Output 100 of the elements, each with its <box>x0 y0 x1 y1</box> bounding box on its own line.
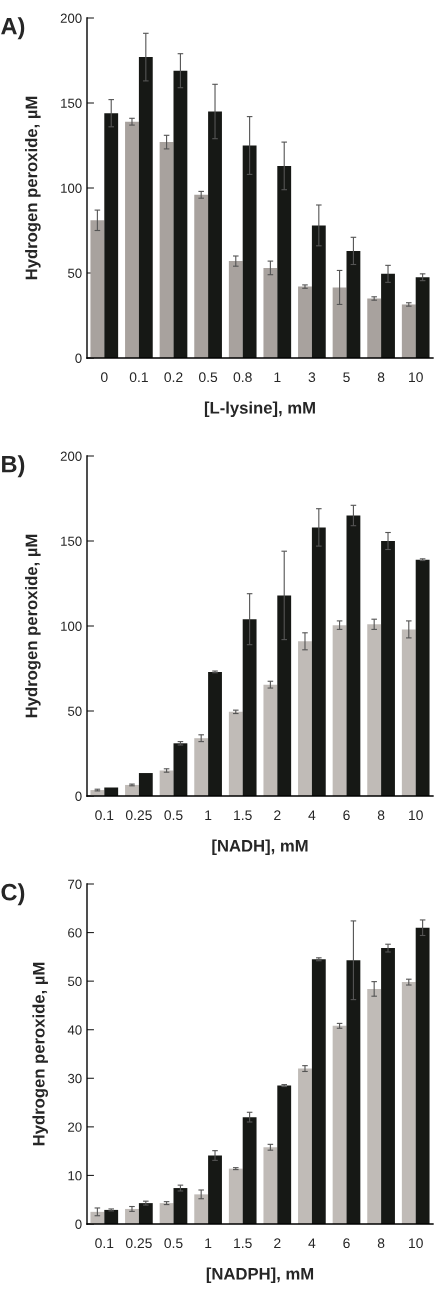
bar <box>263 1147 278 1224</box>
chart-title: C) <box>1 883 25 906</box>
y-tick-label: 30 <box>67 1073 82 1084</box>
bar <box>401 304 416 358</box>
bar <box>367 988 382 1224</box>
chart-title: B) <box>2 455 25 478</box>
y-axis-title: Hydrogen peroxide, µM <box>25 96 41 280</box>
y-tick-label: 0 <box>75 353 82 363</box>
bar <box>298 286 312 358</box>
x-tick-label: 1.5 <box>234 810 252 821</box>
x-tick-label: 8 <box>377 1238 385 1249</box>
y-tick-label: 200 <box>60 451 82 461</box>
bar <box>263 267 278 358</box>
y-tick-label: 20 <box>68 1122 82 1132</box>
bar <box>125 1208 139 1224</box>
x-tick-label: 0.5 <box>198 372 218 383</box>
x-tick-label: 0.25 <box>125 810 152 821</box>
bar <box>381 273 395 358</box>
x-tick-label: 0.5 <box>164 1238 183 1249</box>
bar <box>381 541 395 796</box>
x-tick-label: 10 <box>409 810 423 821</box>
bar <box>194 1194 209 1224</box>
x-tick-label: 0.1 <box>95 1238 114 1249</box>
x-tick-label: 4 <box>308 810 316 820</box>
y-axis-title: Hydrogen peroxide, µM <box>32 962 49 1146</box>
bar <box>401 629 416 796</box>
bar <box>277 165 292 358</box>
bar <box>228 261 243 358</box>
bar <box>194 738 209 796</box>
y-tick-label: 150 <box>61 536 82 546</box>
y-tick-label: 0 <box>75 791 82 801</box>
bar <box>159 770 174 796</box>
bar <box>298 1068 312 1224</box>
y-tick-label: 100 <box>61 621 82 631</box>
bar <box>159 142 174 358</box>
bar <box>242 1117 257 1224</box>
y-tick-label: 60 <box>68 928 82 938</box>
x-tick-label: 8 <box>377 810 385 821</box>
x-tick-label: 8 <box>377 372 385 383</box>
x-tick-label: 1 <box>274 372 281 382</box>
y-tick-label: 0 <box>75 1219 82 1229</box>
bar <box>298 641 312 796</box>
bar <box>104 113 119 358</box>
bar <box>173 743 188 796</box>
bar <box>208 111 222 358</box>
bar <box>346 960 361 1224</box>
x-tick-label: 3 <box>308 372 316 383</box>
y-axis-title: Hydrogen peroxide, µM <box>25 534 41 718</box>
x-tick-label: 1 <box>205 810 212 820</box>
chart-title: A) <box>1 17 25 40</box>
x-tick-label: 0 <box>100 372 108 383</box>
y-tick-label: 100 <box>61 183 82 193</box>
bar <box>242 619 257 796</box>
bar <box>228 711 243 796</box>
bar <box>381 948 395 1224</box>
x-tick-label: 5 <box>343 372 350 383</box>
x-tick-label: 6 <box>343 810 350 821</box>
bar <box>138 57 153 358</box>
bar <box>194 194 209 358</box>
bar <box>415 277 430 358</box>
x-tick-label: 0.1 <box>95 810 114 821</box>
x-tick-label: 2 <box>274 1238 281 1248</box>
y-tick-label: 50 <box>67 976 82 987</box>
bar <box>90 1211 105 1224</box>
bar <box>311 225 326 358</box>
bar <box>367 624 382 796</box>
bar <box>415 559 430 796</box>
y-tick-label: 200 <box>60 13 82 23</box>
x-tick-label: 0.5 <box>164 810 183 821</box>
bar <box>332 1025 347 1224</box>
bar <box>125 784 139 796</box>
bar <box>401 982 416 1224</box>
bar <box>311 527 326 796</box>
bar <box>90 220 105 358</box>
x-tick-label: 10 <box>409 372 423 383</box>
bar <box>242 145 257 358</box>
x-tick-label: 1.5 <box>234 1238 252 1249</box>
bar <box>332 625 347 796</box>
bar <box>367 298 382 358</box>
bar <box>208 1155 222 1224</box>
x-axis-title: [L-lysine], mM <box>204 401 315 418</box>
x-tick-label: 1 <box>205 1238 212 1248</box>
x-tick-label: 0.8 <box>233 372 252 383</box>
bar <box>125 121 139 358</box>
y-tick-label: 70 <box>68 879 82 889</box>
bar <box>346 250 361 358</box>
bar <box>104 1209 119 1224</box>
y-tick-label: 150 <box>61 98 82 108</box>
bar <box>208 671 222 796</box>
bar <box>138 773 153 796</box>
bar <box>346 515 361 796</box>
x-tick-label: 4 <box>308 1238 316 1248</box>
bar <box>415 927 430 1224</box>
x-axis-title: [NADH], mM <box>212 839 308 856</box>
bar <box>277 595 292 796</box>
bar <box>332 287 347 358</box>
x-tick-label: 0.2 <box>164 372 183 383</box>
x-axis-title: [NADPH], mM <box>206 1267 314 1284</box>
bar <box>277 1085 292 1224</box>
bar <box>173 1188 188 1224</box>
